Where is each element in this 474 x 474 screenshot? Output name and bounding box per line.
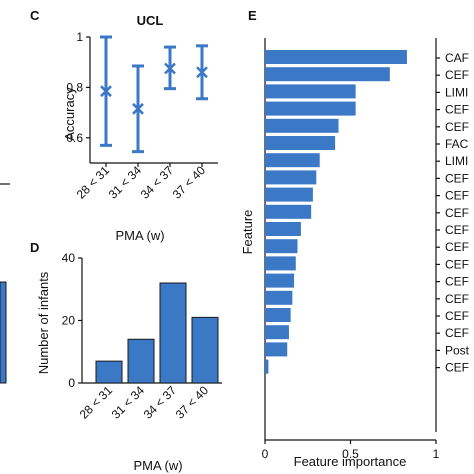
y-tick-label-e: CEF [445, 275, 469, 289]
marks-d [95, 282, 219, 384]
bar [265, 50, 407, 64]
x-tick-label-c: 28 < 31 [74, 163, 113, 202]
y-tick-label-e: CEF [445, 326, 469, 340]
panel-b-remnant [0, 183, 10, 384]
bar [95, 360, 123, 384]
y-tick-label-e: Post [445, 343, 470, 357]
y-tick-label-c: 0.6 [66, 131, 83, 145]
x-axis-label-c: PMA (w) [115, 228, 164, 243]
mean-point [164, 62, 176, 75]
y-tick-label-e: LIMI [445, 85, 468, 99]
mean-point [100, 85, 112, 98]
y-tick-label-e: CEF [445, 171, 469, 185]
y-tick-label-e: CEF [445, 103, 469, 117]
bar [265, 67, 390, 82]
mean-point [132, 102, 144, 115]
bar [265, 239, 298, 254]
y-axis-label-e: Feature [240, 210, 255, 255]
bar [127, 338, 155, 384]
y-tick-label-e: CEF [445, 206, 469, 220]
panel-b-bar [0, 281, 7, 384]
y-tick-label-e: CEF [445, 361, 469, 375]
x-tick-label-e: 0.5 [342, 447, 359, 461]
bar [265, 256, 296, 271]
axes-e: 0 0.5 1 CAF CEF LIMI CEF CEF FAC LIMI CEF CEF CEF CEF… [262, 38, 470, 461]
y-tick-label-d: 0 [68, 376, 75, 390]
panel-e: E Feature Feature importance 0 0.5 1 CAF CEF… [240, 8, 470, 469]
bar [265, 101, 356, 116]
y-tick-label-e: CEF [445, 68, 469, 82]
x-tick-label-e: 1 [433, 447, 440, 461]
bar [191, 316, 219, 384]
y-tick-label-e: CEF [445, 120, 469, 134]
y-tick-label-c: 1 [76, 30, 83, 44]
x-tick-label-d: 31 < 34 [109, 383, 148, 422]
y-tick-label-e: LIMI [445, 154, 468, 168]
y-axis-label-c: Accuracy [62, 87, 77, 141]
bar [265, 170, 317, 185]
bar [265, 187, 313, 202]
panel-d: D Number of infants PMA (w) 0 20 40 28 < 31… [30, 240, 222, 473]
y-tick-label-c: 0.8 [66, 80, 83, 94]
x-tick-label-c: 37 < 40 [170, 163, 209, 202]
bar [265, 204, 312, 219]
y-axis-label-d: Number of infants [36, 271, 51, 374]
y-tick-label-e: CEF [445, 240, 469, 254]
marks-e [265, 50, 407, 374]
panel-label-e: E [248, 8, 257, 23]
bar [265, 290, 293, 305]
bar [265, 273, 295, 288]
bar [265, 342, 288, 357]
x-tick-label-d: 28 < 31 [77, 383, 116, 422]
y-tick-label-e: CEF [445, 223, 469, 237]
y-tick-label-d: 40 [62, 251, 76, 265]
x-tick-label-c: 34 < 37 [138, 163, 177, 202]
bar [265, 84, 356, 99]
bar [265, 308, 291, 322]
bar [265, 222, 301, 236]
bar [265, 325, 289, 340]
y-tick-label-e: CEF [445, 189, 469, 203]
y-tick-label-e: CEF [445, 257, 469, 271]
marks-c [100, 35, 208, 154]
chart-title-c: UCL [137, 13, 164, 28]
x-tick-label-d: 37 < 40 [173, 383, 212, 422]
y-tick-label-e: CAF [445, 51, 469, 65]
y-tick-label-e: CEF [445, 292, 469, 306]
bar [265, 153, 320, 168]
panel-label-d: D [30, 240, 39, 255]
panel-label-c: C [30, 8, 40, 23]
y-tick-label-d: 20 [62, 314, 76, 328]
bar [265, 118, 339, 133]
mean-point [196, 66, 208, 79]
y-tick-label-e: CEF [445, 309, 469, 323]
y-tick-label-e: FAC [445, 137, 469, 151]
x-tick-label-e: 0 [262, 447, 269, 461]
bar [265, 136, 336, 150]
bar [265, 359, 269, 374]
x-axis-label-e: Feature importance [294, 454, 407, 469]
x-axis-label-d: PMA (w) [133, 458, 182, 473]
x-tick-label-c: 31 < 34 [106, 163, 145, 202]
x-tick-label-d: 34 < 37 [141, 383, 180, 422]
bar [159, 282, 187, 384]
panel-c: C UCL Accuracy PMA (w) 0.6 0.8 1 28 < 3131 … [30, 8, 218, 243]
